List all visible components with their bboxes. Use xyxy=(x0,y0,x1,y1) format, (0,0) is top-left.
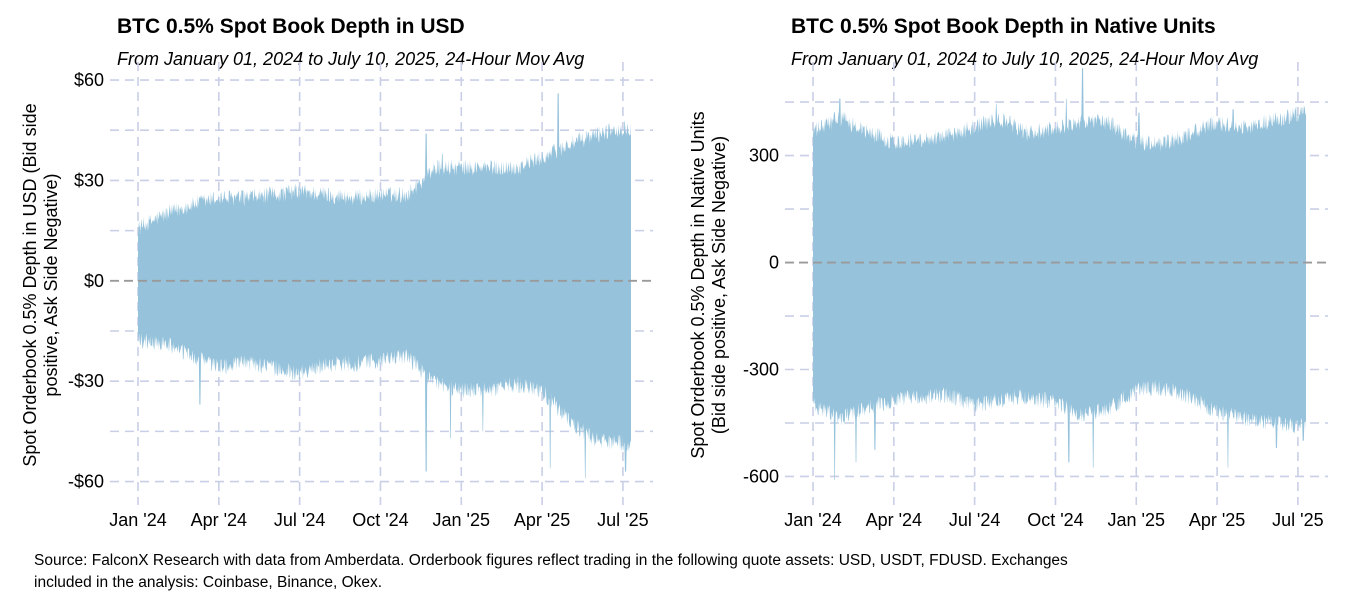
y-tick-label: $0 xyxy=(84,271,104,291)
x-tick-label: Jul '25 xyxy=(1272,510,1323,530)
chart-subtitle: From January 01, 2024 to July 10, 2025, … xyxy=(791,49,1259,69)
y-tick-label: $60 xyxy=(74,70,104,90)
x-tick-label: Jan '25 xyxy=(433,510,490,530)
chart-title: BTC 0.5% Spot Book Depth in USD xyxy=(117,15,465,38)
x-tick-label: Jul '24 xyxy=(274,510,325,530)
y-tick-label: 0 xyxy=(769,253,779,273)
x-tick-label: Jan '24 xyxy=(109,510,166,530)
y-tick-label: -$60 xyxy=(68,472,104,492)
native-depth-chart: 300 0 -300 -600 Jan '24 Apr '24 Jul '24 Oct '24… xyxy=(743,62,1328,530)
footnote-line2: included in the analysis: Coinbase, Bina… xyxy=(34,574,383,591)
x-tick-label: Jan '24 xyxy=(784,510,841,530)
chart-panel-usd: BTC 0.5% Spot Book Depth in USD From Jan… xyxy=(0,0,675,540)
x-tick-label: Jan '25 xyxy=(1108,510,1165,530)
y-tick-label: -$30 xyxy=(68,371,104,391)
y-tick-label: $30 xyxy=(74,170,104,190)
depth-area-series xyxy=(813,68,1306,480)
x-tick-label: Apr '25 xyxy=(514,510,570,530)
depth-area-series xyxy=(138,93,631,479)
x-tick-label: Jul '25 xyxy=(597,510,648,530)
chart-title: BTC 0.5% Spot Book Depth in Native Units xyxy=(791,15,1216,38)
source-footnote: Source: FalconX Research with data from … xyxy=(34,550,1324,594)
x-tick-label: Oct '24 xyxy=(1027,510,1083,530)
x-tick-label: Jul '24 xyxy=(949,510,1000,530)
footnote-line1: Source: FalconX Research with data from … xyxy=(34,552,1068,569)
x-tick-label: Apr '24 xyxy=(866,510,922,530)
x-tick-label: Oct '24 xyxy=(352,510,408,530)
y-tick-label: -300 xyxy=(743,360,779,380)
y-tick-label: -600 xyxy=(743,466,779,486)
chart-subtitle: From January 01, 2024 to July 10, 2025, … xyxy=(117,49,585,69)
x-tick-label: Apr '24 xyxy=(191,510,247,530)
y-tick-label: 300 xyxy=(749,146,779,166)
x-tick-label: Apr '25 xyxy=(1189,510,1245,530)
chart-panel-native: BTC 0.5% Spot Book Depth in Native Units… xyxy=(675,0,1350,540)
